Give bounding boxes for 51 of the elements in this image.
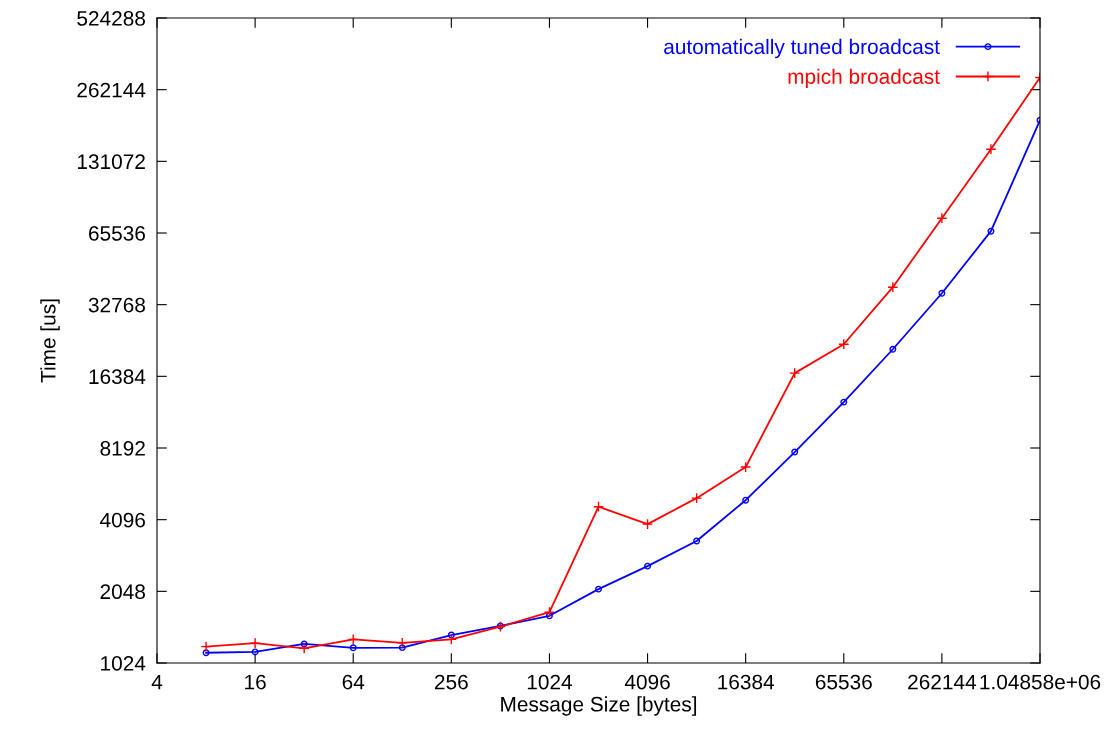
point (398, 644, 406, 652)
y-tick-label: 131072 (77, 154, 145, 170)
x-tick-label: 4096 (624, 674, 670, 690)
point (595, 585, 602, 593)
y-tick-label: 65536 (89, 226, 145, 241)
point (641, 518, 654, 530)
point (298, 642, 310, 654)
y-tick-label: 2048 (100, 584, 145, 600)
point (347, 633, 359, 645)
x-tick-label: 1.04858e+06 (980, 674, 1101, 690)
y-tick-label: 524288 (77, 11, 145, 26)
point (985, 143, 997, 155)
point (691, 492, 703, 504)
y-tick-label: 8192 (100, 441, 145, 456)
point (838, 338, 850, 350)
point (249, 637, 261, 649)
point (936, 212, 948, 224)
y-tick-label: 1024 (101, 656, 146, 671)
point (740, 461, 752, 473)
point (742, 496, 750, 504)
point (791, 448, 799, 456)
y-tick-label: 32768 (88, 297, 145, 313)
x-tick-label: 65536 (815, 674, 872, 690)
y-axis-title: Time [us] (40, 299, 60, 383)
x-tick-label: 16384 (718, 674, 775, 690)
point (592, 501, 605, 513)
point (887, 281, 899, 293)
point (396, 637, 408, 649)
point (251, 648, 259, 656)
point (349, 644, 357, 652)
y-tick-label: 262144 (77, 82, 146, 98)
legend-label: automatically tuned broadcast (664, 38, 940, 59)
x-tick-label: 4 (151, 674, 163, 690)
x-tick-label: 256 (435, 674, 468, 690)
point (445, 633, 457, 645)
point (889, 345, 897, 353)
point (840, 398, 848, 406)
point (644, 562, 652, 570)
y-tick-label: 16384 (89, 369, 146, 385)
x-tick-label: 262144 (908, 674, 977, 690)
y-tick-label: 4096 (100, 512, 145, 528)
x-tick-label: 16 (245, 674, 266, 690)
point (200, 641, 212, 653)
x-tick-label: 64 (342, 674, 365, 690)
point (789, 367, 801, 379)
point (543, 606, 556, 618)
point (693, 537, 701, 545)
point (938, 289, 946, 297)
x-tick-label: 1024 (527, 674, 573, 690)
x-axis-title: Message Size [bytes] (501, 696, 697, 716)
legend-label: mpich broadcast (788, 68, 940, 89)
